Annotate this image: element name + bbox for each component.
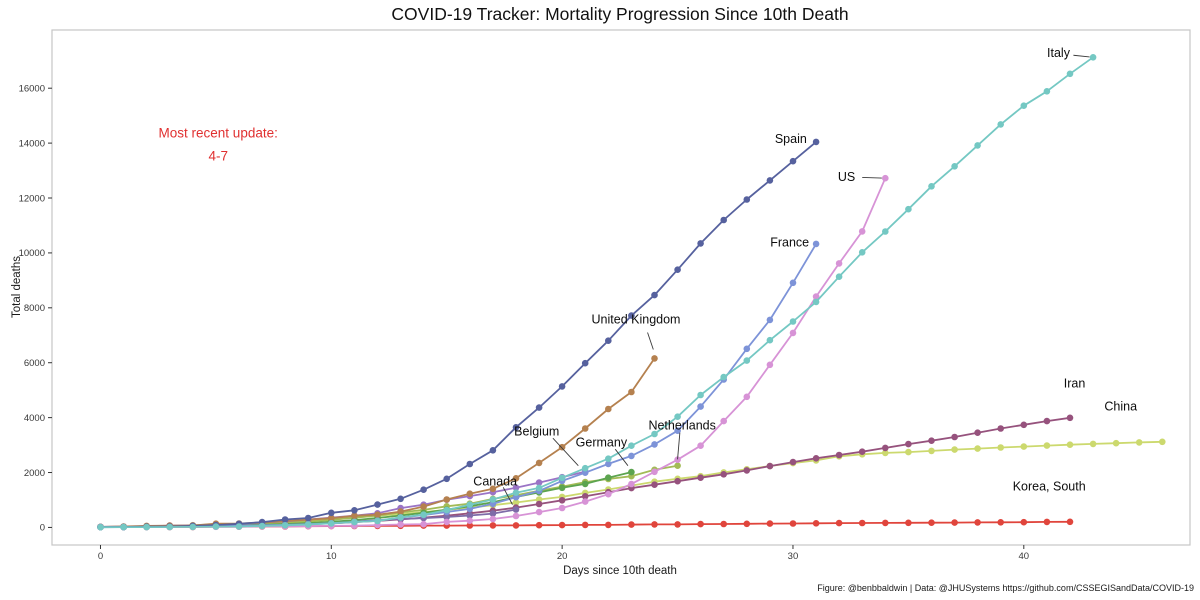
series-points-italy [97, 54, 1097, 531]
y-tick-label: 10000 [19, 248, 45, 259]
label-leader-italy [1073, 54, 1090, 58]
plot-panel [51, 29, 1191, 546]
y-tick-label: 14000 [19, 138, 45, 149]
country-label-germany: Germany [576, 435, 628, 449]
y-tick-label: 0 [40, 523, 45, 534]
label-leader-us [862, 176, 882, 179]
y-tick-label: 16000 [19, 83, 45, 94]
figure-caption: Figure: @benbbaldwin | Data: @JHUSystems… [817, 583, 1194, 593]
y-axis-title: Total deaths [11, 256, 23, 319]
label-leader-netherlands [677, 432, 681, 460]
label-leader-united-kingdom [647, 332, 654, 350]
series-points-spain [97, 138, 820, 531]
country-label-france: France [770, 235, 809, 249]
x-tick-label: 30 [788, 551, 799, 562]
country-label-united-kingdom: United Kingdom [592, 312, 681, 326]
y-tick-label: 8000 [24, 303, 45, 314]
x-axis-title: Days since 10th death [563, 565, 677, 577]
country-label-italy: Italy [1047, 46, 1071, 60]
country-label-us: US [838, 170, 855, 184]
country-label-spain: Spain [775, 132, 807, 146]
series-line-italy [100, 56, 1094, 529]
y-tick-label: 6000 [24, 358, 45, 369]
label-leader-belgium [552, 437, 579, 466]
x-tick-label: 0 [98, 551, 103, 562]
update-note-line-1: Most recent update: [159, 125, 278, 140]
y-tick-label: 2000 [24, 468, 45, 479]
country-label-iran: Iran [1064, 376, 1086, 390]
country-label-canada: Canada [473, 474, 517, 488]
x-tick-label: 20 [557, 551, 568, 562]
label-leader-germany [614, 448, 629, 466]
y-tick-label: 4000 [24, 413, 45, 424]
country-label-netherlands: Netherlands [648, 418, 715, 432]
country-label-belgium: Belgium [514, 424, 559, 438]
x-tick-label: 10 [326, 551, 337, 562]
update-note-line-2: 4-7 [208, 148, 228, 163]
x-tick-label: 40 [1019, 551, 1030, 562]
label-leader-canada [502, 487, 513, 505]
y-tick-label: 12000 [19, 193, 45, 204]
chart-title: COVID-19 Tracker: Mortality Progression … [391, 4, 849, 24]
country-label-china: China [1104, 399, 1137, 413]
series-line-spain [100, 141, 817, 528]
country-label-korea-south: Korea, South [1013, 479, 1086, 493]
